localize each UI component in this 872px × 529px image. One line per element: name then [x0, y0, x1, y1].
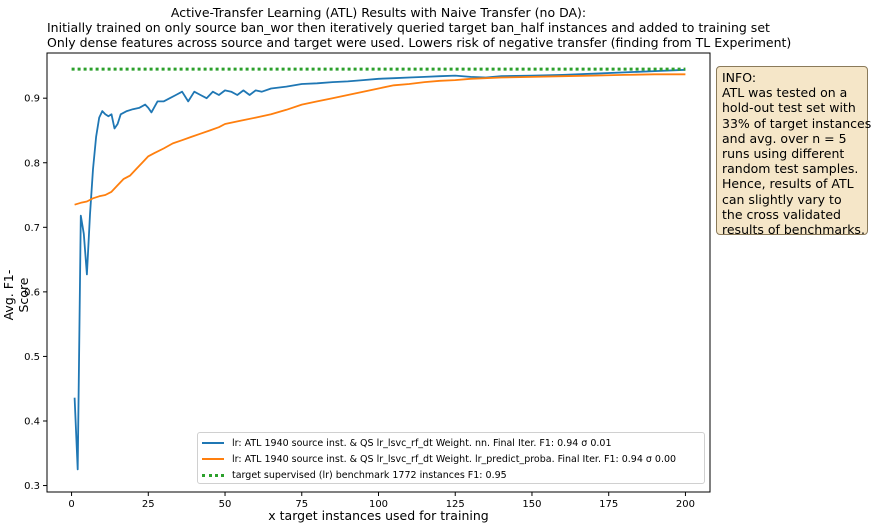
x-tick-label: 75: [295, 499, 308, 510]
legend-label-atl-proba: lr: ATL 1940 source inst. & QS lr_lsvc_r…: [232, 453, 677, 465]
x-tick-label: 0: [68, 499, 74, 510]
x-axis-label: x target instances used for training: [268, 508, 489, 523]
series-lines: [71, 67, 686, 471]
series-line-atl-proba: [74, 73, 686, 206]
x-tick-label: 125: [446, 499, 465, 510]
y-axis-ticks: 0.3 0.4 0.5 0.6 0.7 0.8 0.9: [24, 94, 47, 492]
info-line: the cross validated: [722, 206, 841, 222]
x-axis-ticks: 0 25 50 75 100 125 150 175 200: [68, 492, 695, 510]
x-tick-label: 150: [522, 499, 541, 510]
chart-title-line-1: Active-Transfer Learning (ATL) Results w…: [170, 5, 587, 20]
y-tick-label: 0.6: [24, 287, 40, 298]
y-tick-label: 0.3: [24, 481, 40, 492]
info-line: results of benchmarks.: [722, 222, 865, 238]
y-tick-label: 0.9: [24, 94, 40, 105]
y-axis-label: Avg. F1-Score: [1, 269, 31, 321]
y-tick-label: 0.4: [24, 416, 40, 427]
legend-label-benchmark: target supervised (lr) benchmark 1772 in…: [232, 469, 507, 481]
info-line: ATL was tested on a: [722, 85, 848, 101]
chart-legend: lr: ATL 1940 source inst. & QS lr_lsvc_r…: [197, 432, 705, 484]
x-tick-label: 50: [219, 499, 232, 510]
legend-entry-benchmark: target supervised (lr) benchmark 1772 in…: [202, 467, 700, 483]
legend-label-atl-nn: lr: ATL 1940 source inst. & QS lr_lsvc_r…: [232, 437, 612, 449]
chart-title-line-3: Only dense features across source and ta…: [47, 35, 792, 50]
x-tick-label: 25: [142, 499, 155, 510]
x-tick-label: 175: [599, 499, 618, 510]
legend-entry-atl-proba: lr: ATL 1940 source inst. & QS lr_lsvc_r…: [202, 451, 700, 467]
info-line: and avg. over n = 5: [722, 130, 847, 146]
info-line: 33% of target instances: [722, 115, 872, 131]
info-line: hold-out test set with: [722, 100, 856, 116]
info-line: can slightly vary to: [722, 191, 842, 207]
chart-title-line-2: Initially trained on only source ban_wor…: [47, 20, 770, 35]
plot-frame: [46, 52, 711, 493]
legend-swatch-benchmark: [202, 473, 224, 477]
info-line: Hence, results of ATL: [722, 176, 854, 192]
y-tick-label: 0.5: [24, 352, 40, 363]
y-tick-label: 0.7: [24, 223, 40, 234]
info-line: random test samples.: [722, 161, 859, 177]
info-box: INFO: ATL was tested on a hold-out test …: [716, 66, 872, 238]
x-tick-label: 200: [676, 499, 695, 510]
series-line-atl-nn: [73, 68, 686, 471]
legend-swatch-atl-proba: [202, 458, 224, 460]
legend-entry-atl-nn: lr: ATL 1940 source inst. & QS lr_lsvc_r…: [202, 435, 700, 451]
info-line: runs using different: [722, 146, 845, 162]
x-tick-label: 100: [369, 499, 388, 510]
info-line: INFO:: [722, 70, 757, 85]
legend-swatch-atl-nn: [202, 442, 224, 444]
y-tick-label: 0.8: [24, 158, 40, 169]
